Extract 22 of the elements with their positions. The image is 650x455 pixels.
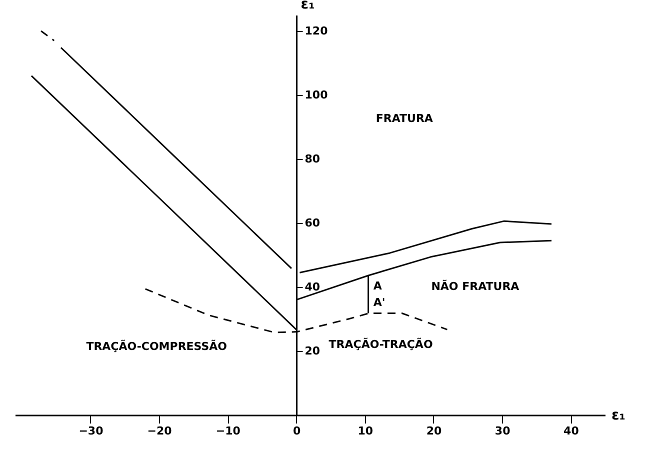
x-tick-label: −30 [78, 424, 104, 438]
y-tick-label: 80 [304, 152, 320, 166]
x-tick-label: 10 [358, 424, 374, 438]
y-axis-title: ε₁ [300, 0, 315, 12]
x-tick-label: 30 [494, 424, 511, 438]
x-tick-label: −10 [216, 424, 241, 438]
annotation: TRAÇÃO-TRAÇÃO [328, 337, 433, 351]
y-tick-label: 100 [304, 88, 328, 102]
x-tick-label: 40 [564, 424, 580, 438]
y-tick-label: 20 [304, 344, 320, 358]
annotation: A [373, 279, 382, 292]
x-axis-title: ε₁ [612, 408, 626, 424]
x-tick-label: −20 [147, 424, 172, 438]
annotation: NÃO FRATURA [431, 279, 520, 293]
y-tick-label: 60 [304, 216, 320, 230]
y-tick-label: 120 [304, 24, 328, 38]
annotation: A' [373, 296, 386, 310]
y-tick-label: 40 [304, 280, 320, 294]
x-tick-label: 0 [292, 424, 301, 438]
annotation: TRAÇÃO-COMPRESSÃO [86, 339, 228, 353]
x-tick-label: 20 [426, 424, 442, 438]
annotation: FRATURA [376, 112, 434, 125]
